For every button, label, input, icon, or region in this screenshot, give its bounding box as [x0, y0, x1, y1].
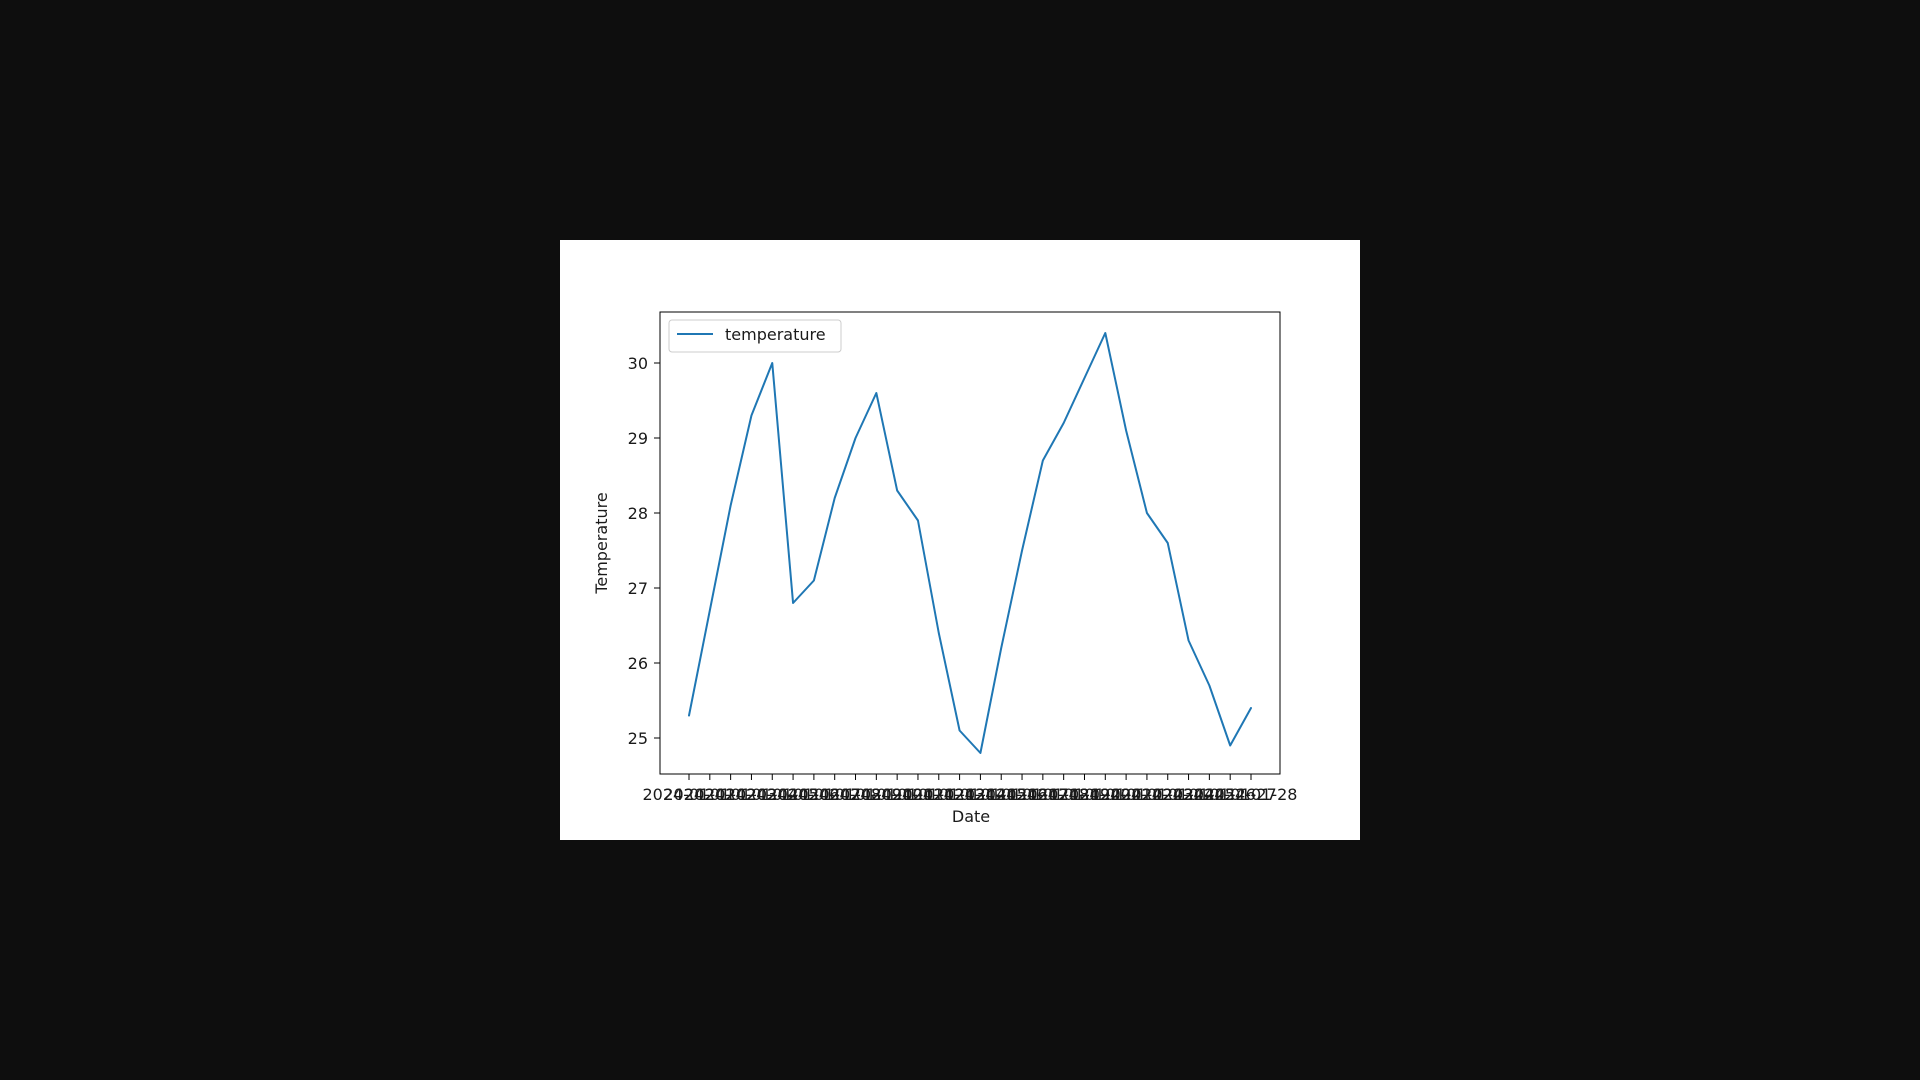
data-point [687, 714, 691, 718]
x-tick-label: 2024-01-06 [747, 785, 840, 804]
legend-label: temperature [725, 325, 826, 344]
chart-figure: 25 26 27 28 29 30 2024-01-01 2024-01-02 2024-01… [560, 240, 1360, 840]
plot-area [660, 312, 1280, 774]
x-axis-label: Date [952, 807, 990, 826]
data-point [1082, 376, 1086, 380]
x-tick-label: 2024-01-28 [1205, 785, 1298, 804]
y-tick-label: 30 [628, 354, 648, 373]
x-tick-label: 2024-01-11 [851, 785, 944, 804]
x-tick-label: 2024-01-07 [767, 785, 860, 804]
y-tick-label: 28 [628, 504, 648, 523]
data-point [1041, 459, 1045, 463]
legend: temperature [668, 319, 842, 353]
x-tick-label: 2024-01-04 [705, 785, 798, 804]
x-tick-label: 2024-01-08 [788, 785, 881, 804]
data-point [749, 414, 753, 418]
x-tick-label: 2024-01-09 [809, 785, 902, 804]
data-point [895, 489, 899, 493]
data-point [729, 504, 733, 508]
data-point [791, 601, 795, 605]
y-tick-label: 27 [628, 579, 648, 598]
data-point [1166, 541, 1170, 545]
data-point [1187, 639, 1191, 643]
x-tick-label: 2024-01-27 [1184, 785, 1277, 804]
data-point [1103, 331, 1107, 335]
data-point [770, 361, 774, 365]
data-point [916, 519, 920, 523]
x-tick-label: 2024-01-18 [996, 785, 1089, 804]
x-tick-label: 2024-01-23 [1100, 785, 1193, 804]
data-point [978, 751, 982, 755]
y-tick-label: 29 [628, 429, 648, 448]
data-point [874, 391, 878, 395]
plot-frame [659, 311, 1281, 775]
x-tick-label: 2024-01-20 [1038, 785, 1131, 804]
data-point [854, 436, 858, 440]
data-point [1228, 744, 1232, 748]
x-tick-label: 2024-01-01 [643, 785, 736, 804]
data-point [1124, 429, 1128, 433]
legend-box [668, 319, 842, 353]
x-tick-label: 2024-01-25 [1142, 785, 1235, 804]
y-tick-label: 25 [628, 729, 648, 748]
x-tick-label: 2024-01-22 [1080, 785, 1173, 804]
data-point [1145, 511, 1149, 515]
data-point [812, 579, 816, 583]
x-tick-label: 2024-01-13 [892, 785, 985, 804]
y-axis-label: Temperature [592, 492, 611, 594]
x-tick-label: 2024-01-14 [913, 785, 1006, 804]
x-tick-label: 2024-01-15 [934, 785, 1027, 804]
data-point [937, 631, 941, 635]
x-tick-label: 2024-01-16 [955, 785, 1048, 804]
data-point [1020, 549, 1024, 553]
x-tick-label: 2024-01-10 [830, 785, 923, 804]
y-tick-label: 26 [628, 654, 648, 673]
x-tick-label: 2024-01-02 [663, 785, 756, 804]
x-tick-label: 2024-01-21 [1059, 785, 1152, 804]
x-tick-label: 2024-01-05 [726, 785, 819, 804]
data-point [999, 646, 1003, 650]
data-point [708, 609, 712, 613]
x-tick-label: 2024-01-17 [976, 785, 1069, 804]
x-tick-label: 2024-01-03 [684, 785, 777, 804]
x-tick-label: 2024-01-24 [1121, 785, 1214, 804]
data-point [1249, 706, 1253, 710]
x-tick-label: 2024-01-19 [1017, 785, 1110, 804]
x-tick-label: 2024-01-12 [871, 785, 964, 804]
x-tick-label: 2024-01-26 [1163, 785, 1256, 804]
data-point [1207, 684, 1211, 688]
data-point [833, 496, 837, 500]
data-point [958, 729, 962, 733]
data-point [1062, 421, 1066, 425]
series-line-temperature [688, 332, 1252, 754]
